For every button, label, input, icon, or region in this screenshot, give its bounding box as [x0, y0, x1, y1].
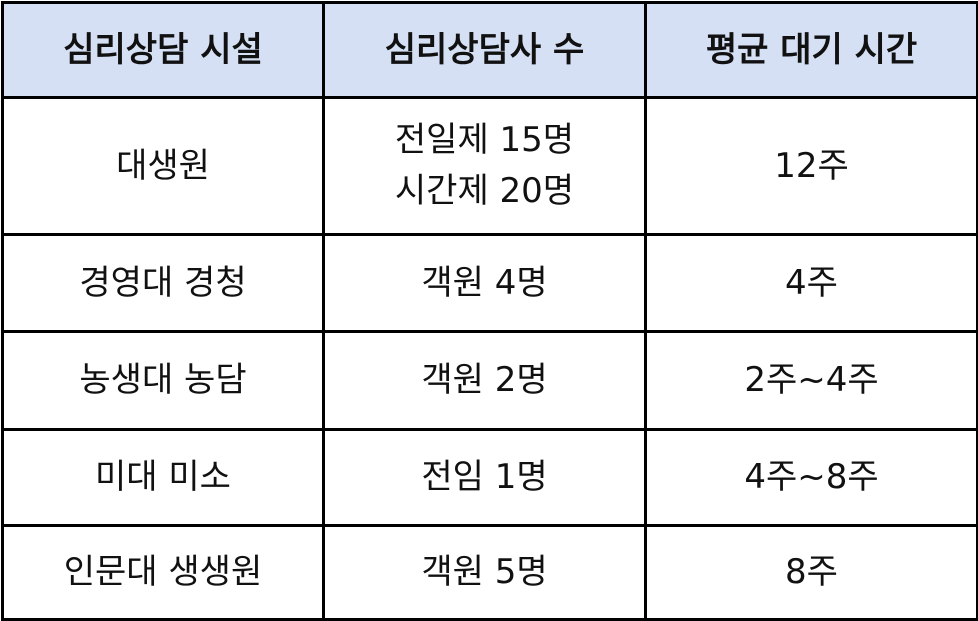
counselors-cell: 전일제 15명 시간제 20명 [322, 96, 647, 236]
header-wait-time: 평균 대기 시간 [644, 1, 978, 99]
counselors-cell: 객원 4명 [322, 233, 647, 333]
wait-cell: 2주~4주 [644, 330, 978, 431]
counselors-cell: 객원 5명 [322, 524, 647, 621]
counselors-line: 전일제 15명 [394, 120, 575, 160]
counselors-cell: 전임 1명 [322, 428, 647, 527]
table-row: 경영대 경청 객원 4명 4주 [1, 233, 978, 333]
facility-cell: 농생대 농담 [1, 330, 325, 431]
facility-cell: 미대 미소 [1, 428, 325, 527]
counselors-cell: 객원 2명 [322, 330, 647, 431]
wait-cell: 4주 [644, 233, 978, 333]
facility-cell: 대생원 [1, 96, 325, 236]
table-row: 미대 미소 전임 1명 4주~8주 [1, 428, 978, 527]
header-counselors: 심리상담사 수 [322, 1, 647, 99]
table-row: 인문대 생생원 객원 5명 8주 [1, 524, 978, 621]
counselors-line: 시간제 20명 [394, 171, 575, 211]
wait-cell: 8주 [644, 524, 978, 621]
wait-cell: 4주~8주 [644, 428, 978, 527]
facility-cell: 경영대 경청 [1, 233, 325, 333]
wait-cell: 12주 [644, 96, 978, 236]
facility-cell: 인문대 생생원 [1, 524, 325, 621]
table-row: 대생원 전일제 15명 시간제 20명 12주 [1, 96, 978, 236]
table-row: 농생대 농담 객원 2명 2주~4주 [1, 330, 978, 431]
header-row: 심리상담 시설 심리상담사 수 평균 대기 시간 [1, 1, 978, 99]
header-facility: 심리상담 시설 [1, 1, 325, 99]
